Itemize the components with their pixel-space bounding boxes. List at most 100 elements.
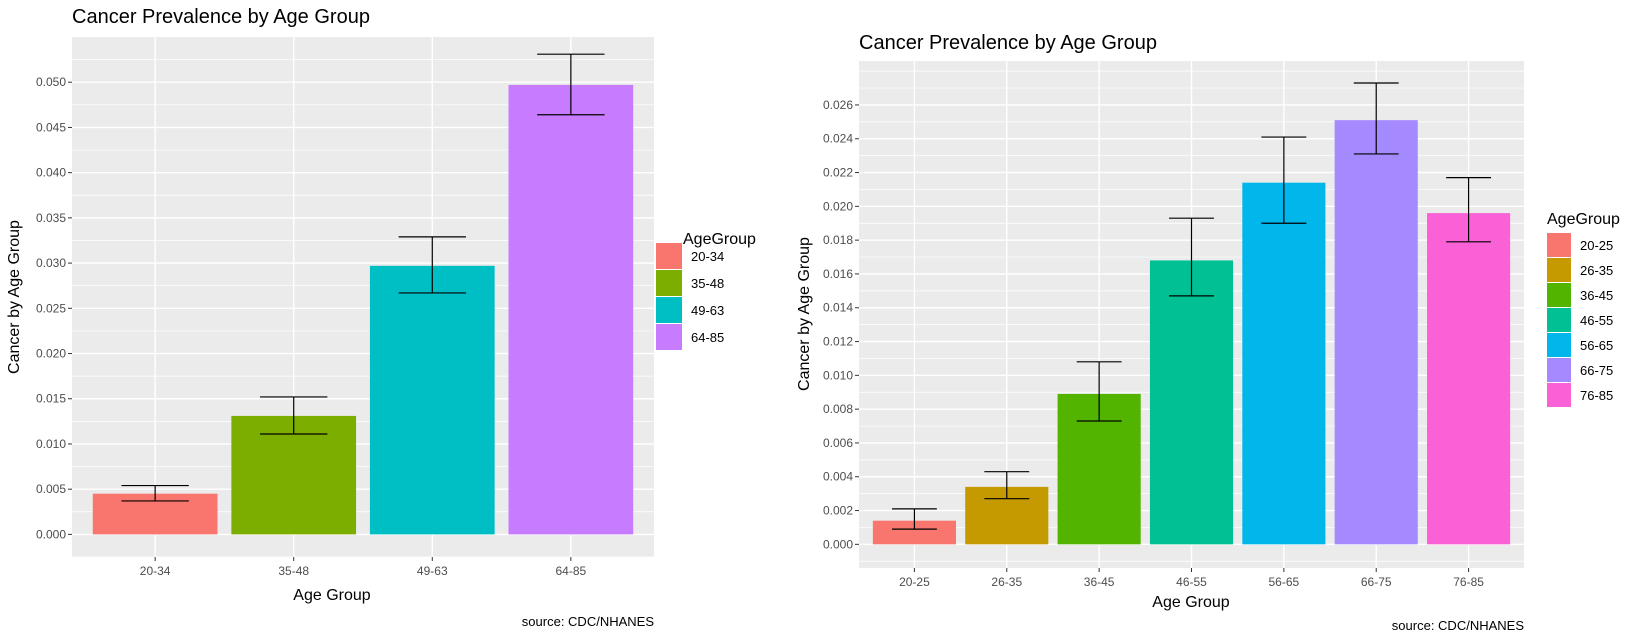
left-caption: source: CDC/NHANES	[522, 614, 655, 629]
y-tick-label: 0.000	[36, 527, 66, 541]
left-chart-title: Cancer Prevalence by Age Group	[72, 6, 370, 28]
bar-66-75	[1334, 120, 1418, 545]
left-legend-keys: 20-34 35-48 49-63 64-85	[656, 243, 724, 350]
legend-key-76-85	[1547, 383, 1571, 407]
y-tick-label: 0.016	[823, 267, 853, 281]
y-tick-label: 0.010	[36, 437, 66, 451]
error-bar-64-85	[537, 53, 605, 116]
x-tick-label-46-55: 46-55	[1176, 575, 1207, 589]
left-legend-title: AgeGroup	[683, 231, 756, 248]
y-tick-label: 0.000	[823, 537, 853, 551]
legend-key-20-25	[1547, 233, 1571, 257]
x-tick-label-76-85: 76-85	[1453, 575, 1484, 589]
legend-key-49-63	[656, 297, 682, 323]
right-legend: AgeGroup 20-25 26-35 36-45 46-55 56-65 66-75 7…	[1547, 211, 1620, 407]
y-tick-label: 0.024	[823, 132, 853, 146]
left-chart: Cancer Prevalence by Age Group 0.0000.00…	[6, 6, 756, 629]
legend-label-36-45: 36-45	[1580, 288, 1613, 303]
right-caption: source: CDC/NHANES	[1392, 618, 1525, 633]
x-tick-label-20-25: 20-25	[899, 575, 930, 589]
right-chart: Cancer Prevalence by Age Group 0.000 0.00…	[796, 32, 1620, 633]
legend-label-66-75: 66-75	[1580, 363, 1613, 378]
legend-key-64-85	[656, 324, 682, 350]
error-bar-49-63	[398, 236, 466, 294]
y-tick-label: 0.022	[823, 166, 853, 180]
y-tick-label: 0.012	[823, 335, 853, 349]
y-tick-label: 0.014	[823, 301, 853, 315]
x-tick-label-56-65: 56-65	[1269, 575, 1300, 589]
right-y-axis-title: Cancer by Age Group	[796, 237, 813, 391]
x-tick-label-49-63: 49-63	[417, 564, 448, 578]
legend-label-64-85: 64-85	[691, 330, 724, 345]
left-error-bars	[121, 53, 605, 502]
y-tick-label: 0.020	[36, 347, 66, 361]
y-tick-label: 0.040	[36, 166, 66, 180]
bar-64-85	[508, 84, 634, 535]
y-tick-label: 0.025	[36, 301, 66, 315]
error-bar-76-85	[1446, 177, 1492, 243]
right-error-bars	[891, 82, 1492, 530]
left-y-axis-title: Cancer by Age Group	[6, 220, 23, 374]
legend-label-35-48: 35-48	[691, 276, 724, 291]
y-tick-label: 0.015	[36, 392, 66, 406]
legend-label-20-34: 20-34	[691, 249, 724, 264]
right-x-tick-labels: 20-25 26-35 36-45 46-55 56-65 66-75 76-85	[899, 568, 1484, 589]
bar-35-48	[231, 415, 357, 535]
legend-key-20-34	[656, 243, 682, 269]
y-tick-label: 0.010	[823, 368, 853, 382]
left-x-axis-title: Age Group	[293, 587, 370, 604]
legend-label-76-85: 76-85	[1580, 388, 1613, 403]
legend-key-36-45	[1547, 283, 1571, 307]
x-tick-label-35-48: 35-48	[278, 564, 309, 578]
error-bar-26-35	[984, 471, 1030, 500]
error-bar-46-55	[1169, 217, 1214, 297]
legend-label-20-25: 20-25	[1580, 238, 1613, 253]
legend-key-46-55	[1547, 308, 1571, 332]
legend-label-46-55: 46-55	[1580, 313, 1613, 328]
y-tick-label: 0.018	[823, 233, 853, 247]
right-bars	[872, 120, 1511, 545]
bar-20-25	[872, 520, 956, 545]
error-bar-56-65	[1261, 136, 1307, 224]
legend-label-26-35: 26-35	[1580, 263, 1613, 278]
y-tick-label: 0.050	[36, 75, 66, 89]
x-tick-label-26-35: 26-35	[991, 575, 1022, 589]
legend-label-56-65: 56-65	[1580, 338, 1613, 353]
error-bar-36-45	[1076, 361, 1122, 422]
y-tick-label: 0.005	[36, 482, 66, 496]
error-bar-66-75	[1353, 82, 1399, 155]
y-tick-label: 0.020	[823, 199, 853, 213]
y-tick-label: 0.006	[823, 436, 853, 450]
legend-key-56-65	[1547, 333, 1571, 357]
y-tick-label: 0.008	[823, 402, 853, 416]
error-bar-35-48	[260, 396, 328, 435]
left-bars	[92, 84, 634, 535]
x-tick-label-64-85: 64-85	[556, 564, 587, 578]
bar-76-85	[1427, 213, 1511, 545]
error-bar-20-34	[121, 484, 189, 502]
right-legend-title: AgeGroup	[1547, 211, 1620, 228]
left-x-tick-labels: 20-34 35-48 49-63 64-85	[140, 557, 587, 578]
right-x-axis-title: Age Group	[1152, 594, 1229, 611]
bar-56-65	[1242, 182, 1326, 545]
legend-key-26-35	[1547, 258, 1571, 282]
y-tick-label: 0.002	[823, 504, 853, 518]
error-bar-20-25	[891, 508, 937, 530]
bar-46-55	[1149, 260, 1234, 545]
y-tick-label: 0.030	[36, 256, 66, 270]
y-tick-label: 0.045	[36, 120, 66, 134]
y-tick-label: 0.026	[823, 98, 853, 112]
legend-label-49-63: 49-63	[691, 303, 724, 318]
legend-key-66-75	[1547, 358, 1571, 382]
x-tick-label-66-75: 66-75	[1361, 575, 1392, 589]
left-legend: AgeGroup 20-34 35-48 49-63 64-85	[656, 231, 756, 350]
y-tick-label: 0.035	[36, 211, 66, 225]
right-legend-keys: 20-25 26-35 36-45 46-55 56-65 66-75 76-85	[1547, 233, 1613, 407]
left-y-tick-labels: 0.000 0.005 0.010 0.015 0.020 0.025 0.030 0.035…	[36, 75, 72, 541]
right-y-tick-labels: 0.000 0.002 0.004 0.006 0.008 0.010 0.012 0.014…	[823, 98, 859, 551]
right-chart-title: Cancer Prevalence by Age Group	[859, 32, 1157, 54]
legend-key-35-48	[656, 270, 682, 296]
x-tick-label-36-45: 36-45	[1084, 575, 1115, 589]
bar-49-63	[369, 265, 495, 535]
